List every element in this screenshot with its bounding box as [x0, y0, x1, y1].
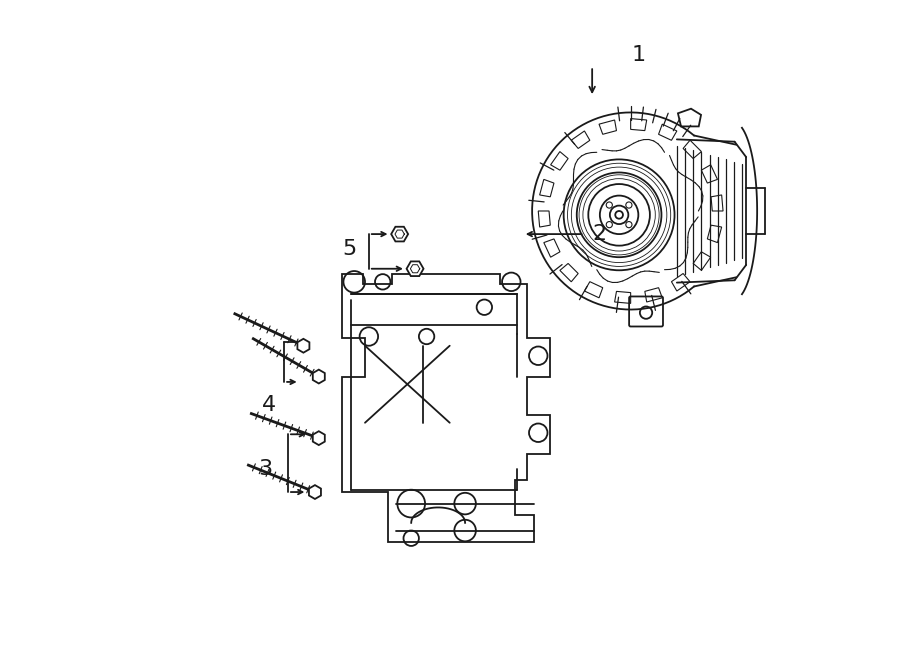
Text: 2: 2 [593, 224, 607, 244]
Polygon shape [309, 485, 321, 499]
Polygon shape [407, 261, 424, 276]
Text: 4: 4 [262, 395, 275, 415]
Polygon shape [313, 369, 325, 383]
Circle shape [616, 211, 623, 219]
Text: 5: 5 [343, 239, 356, 260]
FancyBboxPatch shape [629, 297, 663, 327]
Text: 1: 1 [631, 45, 645, 65]
Text: 3: 3 [257, 459, 272, 479]
Polygon shape [297, 339, 310, 353]
Polygon shape [392, 227, 408, 241]
Polygon shape [313, 431, 325, 445]
